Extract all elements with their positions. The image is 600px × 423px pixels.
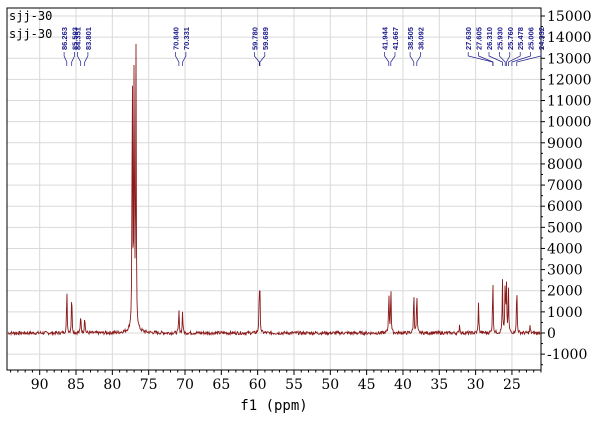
peak-label: 38.092 (417, 27, 426, 50)
y-tick-label: 2000 (547, 284, 583, 300)
x-tick-label: 40 (394, 377, 412, 393)
peak-label: 70.331 (182, 27, 191, 50)
peak-label: 25.478 (516, 27, 525, 50)
y-axis: -1000 0 1000 2000 3000 4000 5000 6000 7000 8000 90… (541, 9, 592, 366)
y-tick-label: 9000 (547, 136, 583, 152)
peak-label-group: 41.944 41.667 (381, 26, 400, 66)
x-tick-label: 65 (212, 377, 230, 393)
x-tick-label: 50 (321, 377, 339, 393)
peak-label: 24.332 (537, 27, 546, 50)
grid (7, 8, 541, 370)
y-tick-label: 12000 (547, 72, 592, 88)
peak-label-connector (478, 52, 494, 66)
peak-label: 85.593 (71, 27, 80, 50)
x-tick-label: 30 (467, 377, 485, 393)
x-tick-label: 80 (103, 377, 121, 393)
x-tick-label: 70 (176, 377, 194, 393)
peak-label-connector (84, 52, 89, 66)
y-tick-label: 14000 (547, 30, 592, 46)
peak-label: 83.801 (84, 27, 93, 50)
sample-label-2: sjj-30 (9, 27, 52, 41)
y-tick-label: 13000 (547, 51, 592, 67)
peak-label: 41.667 (391, 27, 400, 50)
peak-label: 59.780 (250, 27, 259, 50)
peak-label-connector (506, 52, 511, 66)
peak-label-group: 38.505 38.092 (406, 27, 426, 66)
peak-label-connector (175, 52, 180, 66)
y-tick-label: 11000 (547, 94, 592, 110)
x-tick-label: 85 (67, 377, 85, 393)
x-tick-label: 90 (31, 377, 49, 393)
y-tick-label: 7000 (547, 178, 583, 194)
peak-label-connector (384, 52, 390, 66)
y-tick-label: 1000 (547, 305, 583, 321)
peak-label-connector (416, 52, 421, 66)
peak-label: 26.310 (485, 27, 494, 50)
peak-label: 38.505 (406, 27, 415, 50)
peak-label-connector (508, 52, 521, 66)
peak-label-group: 59.780 59.689 (250, 27, 270, 66)
peak-label-connector (182, 52, 187, 66)
y-tick-label: 0 (547, 326, 556, 342)
y-tick-label: -1000 (547, 347, 587, 363)
peak-label: 25.006 (527, 27, 536, 50)
peak-label: 41.944 (381, 26, 390, 50)
plot-frame (6, 7, 542, 371)
sample-label-1: sjj-30 (9, 9, 52, 23)
peak-label: 86.263 (60, 27, 69, 50)
x-axis-label: f1 (ppm) (240, 398, 307, 414)
peak-label-connector (516, 52, 542, 66)
peak-label-connector (409, 52, 415, 66)
x-axis: 90 85 80 75 70 65 60 55 50 45 40 35 30 25 (10, 370, 542, 393)
peak-label-connector (259, 52, 266, 66)
peak-label-connector (77, 52, 82, 66)
x-tick-label: 25 (503, 377, 521, 393)
peak-label-connector (254, 52, 260, 66)
y-tick-label: 5000 (547, 220, 583, 236)
y-tick-label: 6000 (547, 199, 583, 215)
peak-label-group: 27.630 27.605 26.310 25.930 25.760 25.478 25.0… (464, 27, 546, 66)
peak-label: 27.605 (475, 27, 484, 50)
y-tick-label: 8000 (547, 157, 583, 173)
x-tick-label: 60 (249, 377, 267, 393)
peak-label: 25.930 (495, 27, 504, 50)
y-tick-label: 15000 (547, 9, 592, 25)
y-tick-label: 10000 (547, 115, 592, 131)
peak-label-connector (511, 52, 531, 66)
peak-label-group: 84.351 83.801 (74, 27, 93, 66)
y-tick-label: 3000 (547, 263, 583, 279)
peak-label: 70.840 (172, 27, 181, 50)
x-tick-label: 55 (285, 377, 303, 393)
x-tick-label: 75 (140, 377, 158, 393)
peak-label-connector (499, 52, 506, 66)
peak-label: 84.351 (74, 27, 83, 50)
peak-label-connector (71, 52, 75, 66)
peak-label-group: 70.840 70.331 (172, 27, 191, 66)
peak-label-group: 86.263 85.593 (60, 27, 80, 66)
peak-label: 25.760 (506, 27, 515, 50)
y-tick-label: 4000 (547, 241, 583, 257)
x-tick-label: 35 (430, 377, 448, 393)
peak-label-connector (390, 52, 396, 66)
peak-label: 27.630 (464, 27, 473, 50)
x-tick-label: 45 (358, 377, 376, 393)
spectrum-line (7, 43, 541, 337)
peak-label: 59.689 (261, 27, 270, 50)
peak-label-connector (63, 52, 68, 66)
peak-label-connector (488, 52, 503, 66)
